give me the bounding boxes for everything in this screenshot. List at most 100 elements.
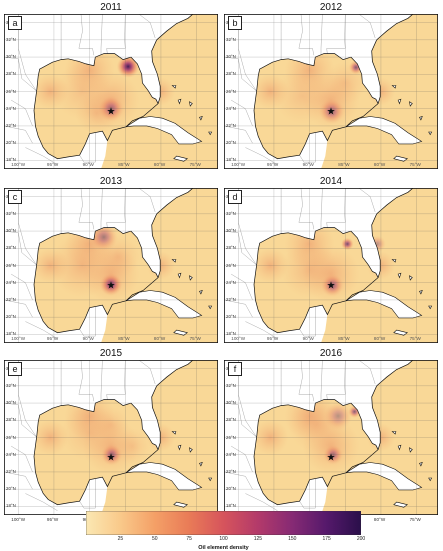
gulf-coastline (253, 399, 379, 506)
latitude-label: 32°N (226, 210, 236, 216)
latitude-label: 28°N (226, 71, 236, 77)
latitude-label: 26°N (226, 434, 236, 440)
latitude-label: 24°N (226, 105, 236, 111)
latitude-label: 18°N (226, 331, 236, 337)
latitude-label: 28°N (6, 417, 16, 423)
island (428, 305, 433, 310)
latitude-label: 24°N (6, 279, 16, 285)
release-site-star (107, 453, 115, 461)
density-map (224, 188, 438, 343)
graticule (224, 188, 438, 343)
gulf-coastline (33, 53, 159, 160)
longitude-label: 100°W (11, 336, 26, 341)
island (177, 272, 182, 279)
panel-letter-label: e (8, 362, 22, 376)
density-map (224, 360, 438, 515)
island (419, 462, 423, 467)
gulf-coastline (33, 399, 159, 506)
map-frame (224, 188, 438, 343)
panel-letter-label: f (228, 362, 242, 376)
latitude-label: 32°N (226, 382, 236, 388)
island (208, 131, 213, 136)
island (397, 272, 402, 279)
latitude-label: 32°N (226, 36, 236, 42)
island (171, 431, 177, 435)
latitude-label: 18°N (6, 331, 16, 337)
atlantic-coastline (151, 188, 194, 278)
island (173, 155, 188, 162)
map-panel-f: 2016f34°N32°N30°N28°N26°N24°N22°N20°N18°… (224, 348, 438, 522)
latitude-label: 18°N (226, 503, 236, 509)
atlantic-coastline (151, 360, 194, 450)
panel-year-title: 2016 (319, 348, 343, 359)
cuba-island (345, 290, 423, 319)
cuba-island (125, 462, 203, 491)
latitude-label: 30°N (226, 54, 236, 60)
panel-year-title: 2012 (319, 2, 343, 13)
latitude-label: 28°N (6, 71, 16, 77)
latitude-label: 22°N (226, 468, 236, 474)
atlantic-coastline (371, 188, 414, 278)
colorbar-tick-label: 100 (219, 536, 228, 542)
island (173, 329, 188, 336)
latitude-label: 20°N (226, 140, 236, 146)
longitude-label: 80°W (153, 162, 166, 167)
latitude-label: 30°N (226, 400, 236, 406)
latitude-label: 20°N (6, 140, 16, 146)
island (391, 431, 397, 435)
longitude-label: 90°W (82, 336, 94, 341)
colorbar-label: Oil element density (198, 545, 249, 551)
release-site-star (327, 453, 335, 461)
map-frame (4, 188, 218, 343)
island (393, 501, 408, 508)
release-site-star (107, 281, 115, 289)
atlantic-coastline (371, 360, 414, 450)
map-panel-a: 2011a34°N32°N30°N28°N26°N24°N22°N20°N18°… (4, 2, 218, 172)
island (199, 462, 203, 467)
cuba-island (125, 290, 203, 319)
island (171, 259, 177, 263)
panel-letter-label: c (8, 190, 22, 204)
latitude-label: 26°N (6, 88, 16, 94)
latitude-label: 30°N (226, 228, 236, 234)
longitude-label: 75°W (409, 517, 421, 522)
longitude-label: 100°W (11, 517, 26, 522)
latitude-label: 32°N (6, 36, 16, 42)
island (391, 259, 397, 263)
island (189, 447, 193, 453)
gulf-coastline (33, 227, 159, 334)
graticule (224, 14, 438, 169)
latitude-label: 22°N (6, 296, 16, 302)
colorbar-tick-label: 50 (151, 536, 158, 542)
island (199, 116, 203, 121)
cuba-island (345, 462, 423, 491)
latitude-label: 20°N (6, 486, 16, 492)
gulf-coastline (253, 227, 379, 334)
longitude-label: 95°W (266, 336, 279, 341)
longitude-label: 95°W (46, 162, 59, 167)
graticule (4, 360, 218, 515)
longitude-label: 75°W (189, 162, 201, 167)
panel-year-title: 2013 (99, 176, 123, 187)
longitude-label: 85°W (118, 336, 130, 341)
longitude-label: 85°W (118, 162, 130, 167)
latitude-label: 30°N (6, 54, 16, 60)
island (189, 275, 193, 281)
island (409, 101, 413, 107)
map-panel-c: 2013c34°N32°N30°N28°N26°N24°N22°N20°N18°… (4, 176, 218, 346)
island (173, 501, 188, 508)
panel-year-title: 2011 (100, 2, 122, 13)
release-site-star (327, 107, 335, 115)
latitude-label: 20°N (6, 314, 16, 320)
colorbar-tick-label: 150 (288, 536, 297, 542)
latitude-label: 28°N (226, 417, 236, 423)
latitude-label: 26°N (226, 262, 236, 268)
latitude-label: 28°N (6, 245, 16, 251)
colorbar-tick-label: 175 (322, 536, 331, 542)
colorbar-tick-label: 125 (253, 536, 263, 542)
map-panel-d: 2014d34°N32°N30°N28°N26°N24°N22°N20°N18°… (224, 176, 438, 346)
island (171, 85, 177, 89)
cuba-island (345, 116, 423, 145)
island (393, 155, 408, 162)
panel-year-title: 2014 (319, 176, 343, 187)
